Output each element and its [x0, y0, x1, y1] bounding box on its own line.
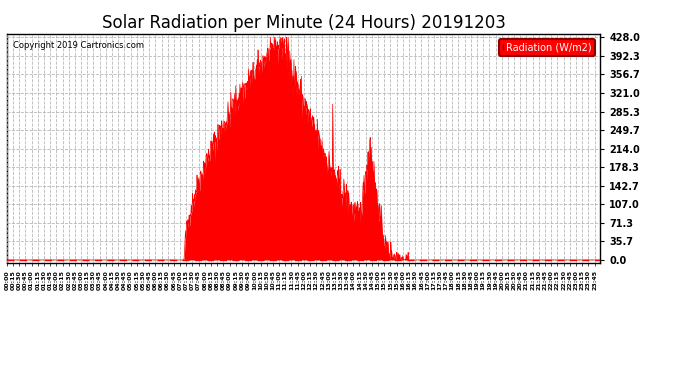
Title: Solar Radiation per Minute (24 Hours) 20191203: Solar Radiation per Minute (24 Hours) 20… — [101, 14, 506, 32]
Legend: Radiation (W/m2): Radiation (W/m2) — [499, 39, 595, 56]
Text: Copyright 2019 Cartronics.com: Copyright 2019 Cartronics.com — [13, 40, 144, 50]
